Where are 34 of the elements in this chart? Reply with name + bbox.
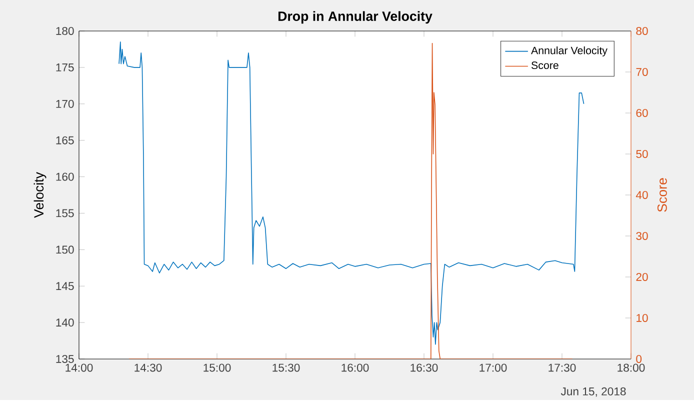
x-tick-label: 18:00 <box>618 364 645 372</box>
legend-label: Score <box>531 61 558 69</box>
x-tick-label: 14:30 <box>134 364 162 372</box>
y-tick-label: 160 <box>56 172 74 181</box>
y-tick-label: 145 <box>56 282 74 290</box>
y2-axis-title: Score <box>657 178 667 212</box>
x-tick-label: 16:00 <box>342 364 369 372</box>
y2-tick-label: 10 <box>636 314 648 322</box>
legend-label: Annular Velocity <box>531 46 608 56</box>
x-tick-label: 14:00 <box>66 364 93 372</box>
y-tick-label: 150 <box>56 246 74 254</box>
y-tick-label: 175 <box>56 63 74 72</box>
y-tick-label: 180 <box>56 26 74 35</box>
y-tick-label: 170 <box>56 100 74 108</box>
y-tick-label: 140 <box>56 318 74 326</box>
y2-tick-label: 70 <box>636 68 648 76</box>
x-tick-label: 15:30 <box>272 364 300 372</box>
y2-tick-label: 50 <box>636 150 648 158</box>
text: Jun 15, 2018 <box>560 387 626 397</box>
y-tick-label: 165 <box>56 136 74 144</box>
y2-tick-label: 0 <box>636 354 642 363</box>
x-tick-label: 17:30 <box>548 364 576 372</box>
y2-tick-label: 60 <box>636 108 648 117</box>
y2-tick-label: 20 <box>636 272 648 281</box>
y2-tick-label: 80 <box>636 26 648 35</box>
x-tick-label: 17:00 <box>480 364 507 372</box>
y-axis-title: Velocity <box>34 172 46 218</box>
y2-tick-label: 40 <box>636 190 648 199</box>
y2-tick-label: 30 <box>636 232 648 240</box>
y-tick-label: 135 <box>56 354 74 363</box>
chart-title: Drop in Annular Velocity <box>278 11 432 24</box>
y-tick-label: 155 <box>56 209 74 218</box>
x-tick-label: 15:00 <box>204 364 231 372</box>
x-tick-label: 16:30 <box>410 364 438 372</box>
